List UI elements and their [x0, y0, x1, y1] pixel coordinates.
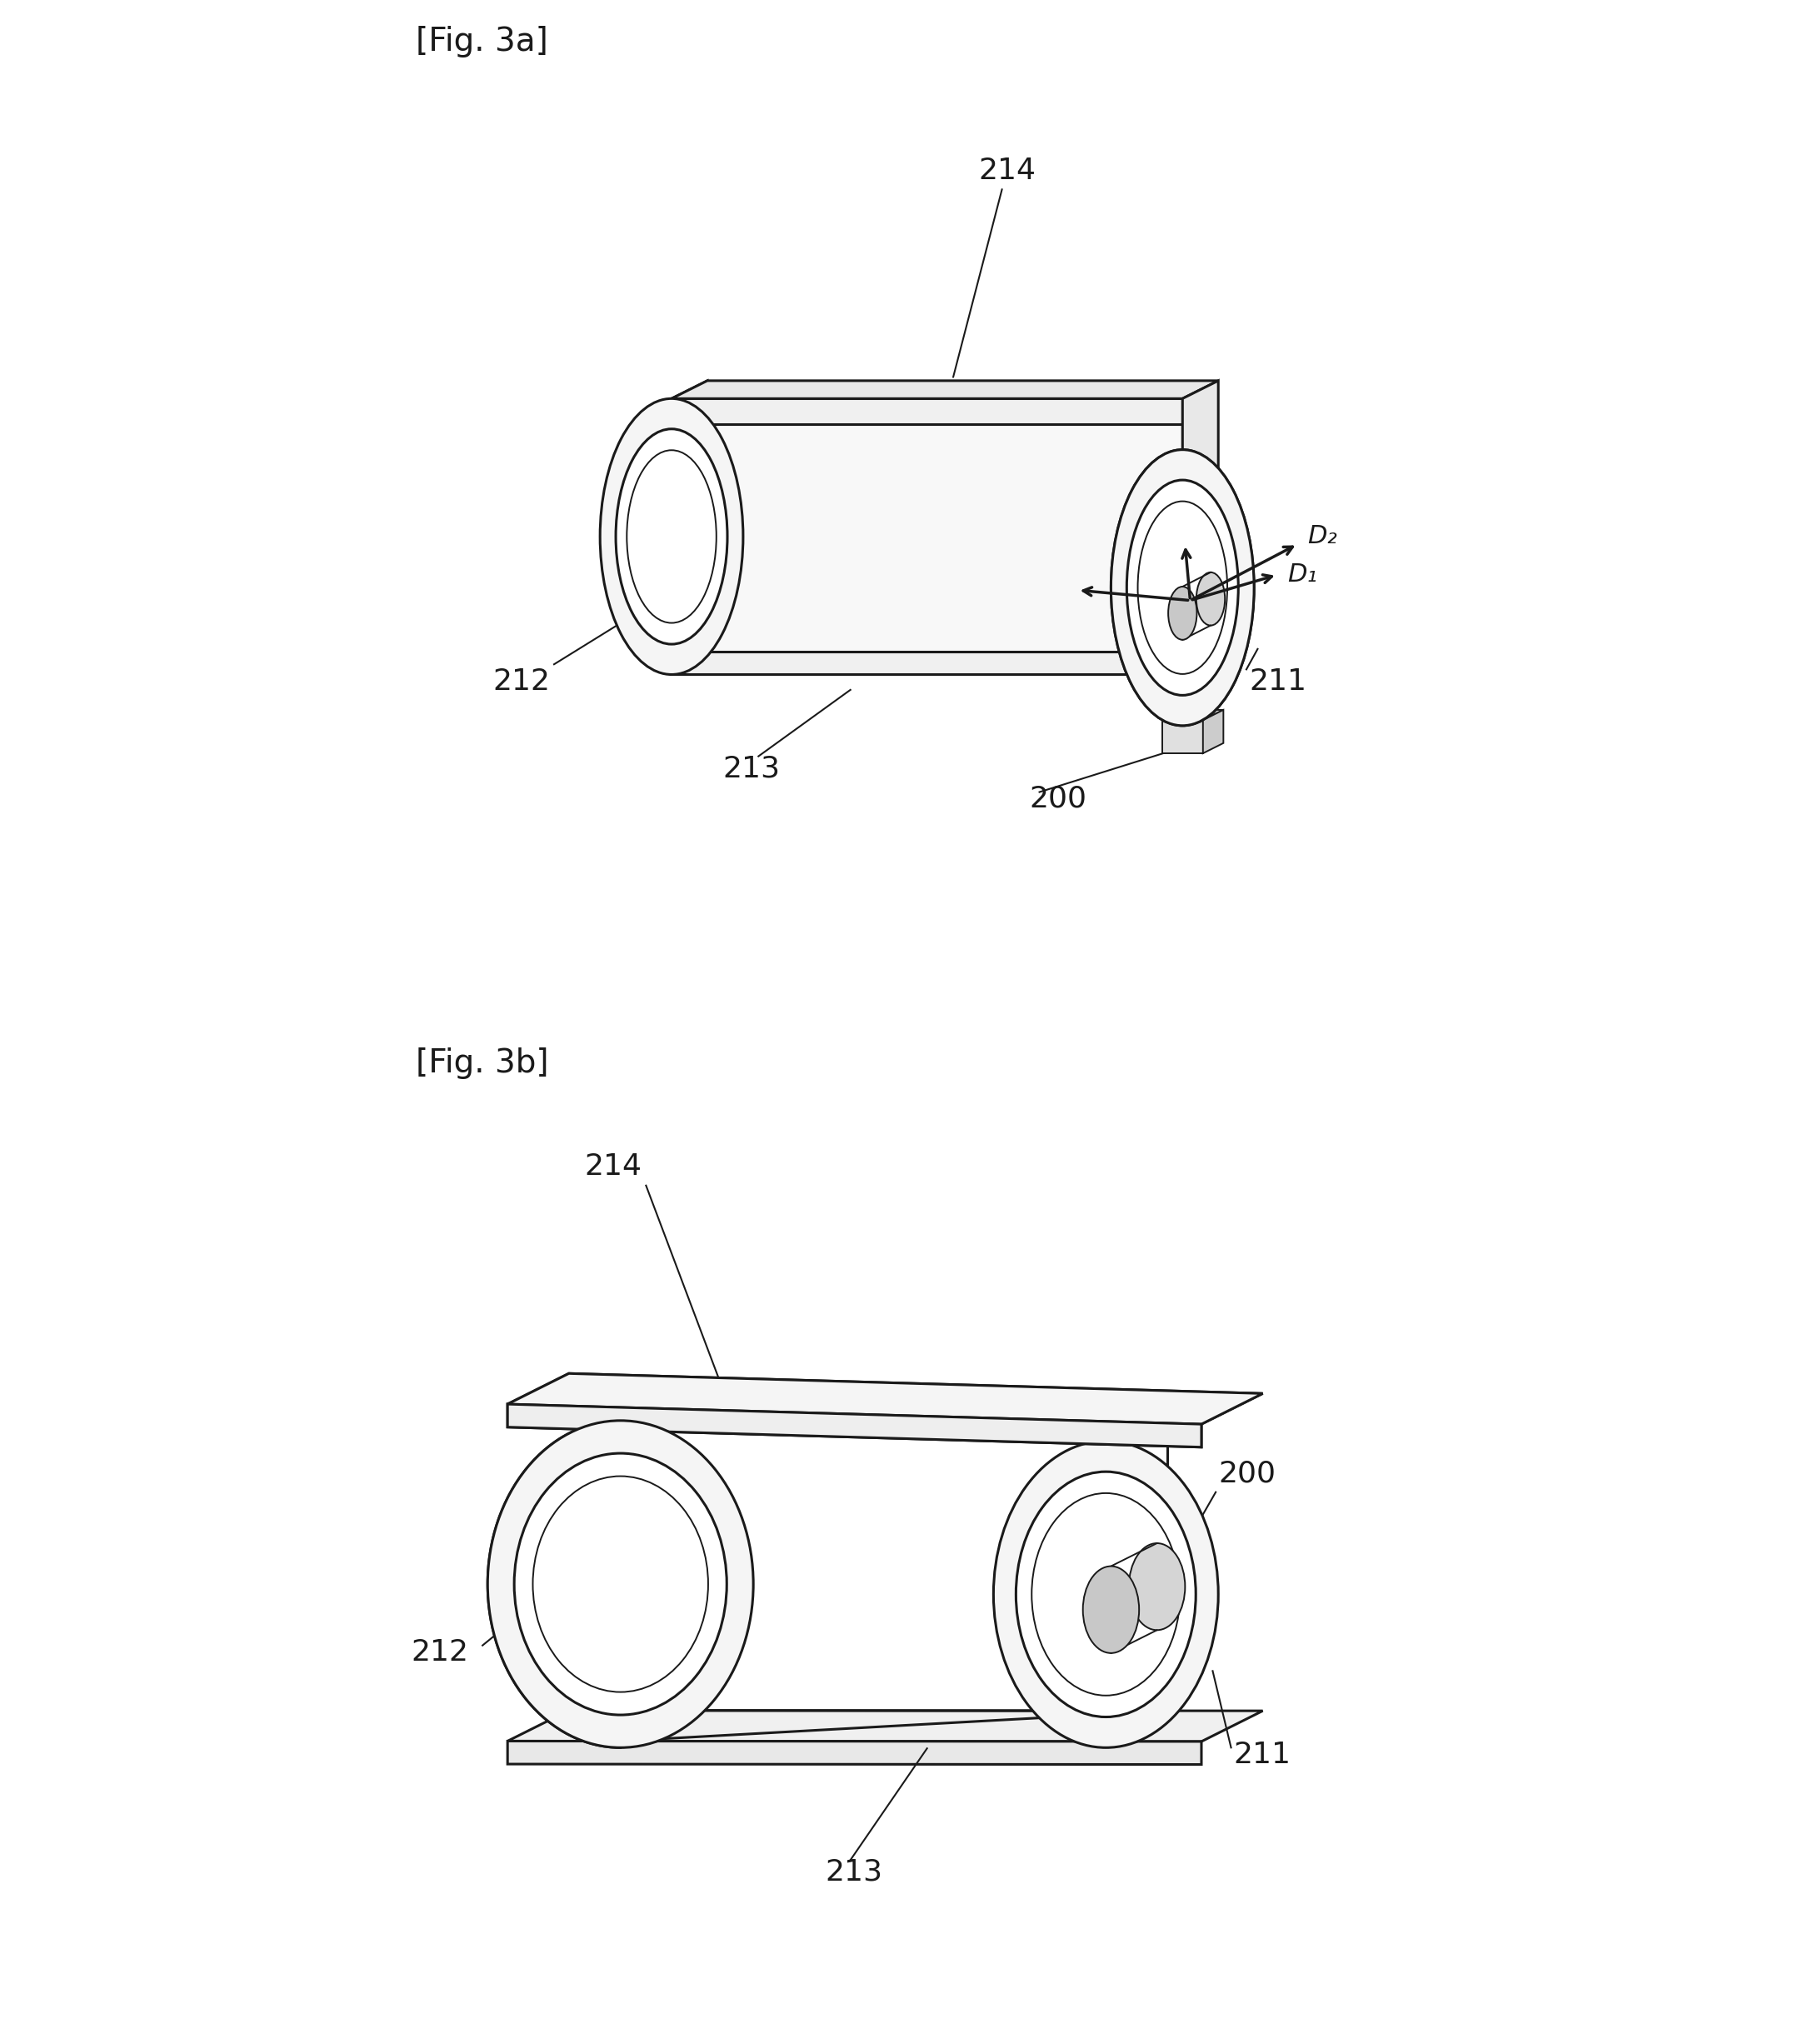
Text: 212: 212 [492, 666, 550, 695]
Polygon shape [1183, 380, 1219, 652]
Ellipse shape [1197, 572, 1224, 625]
Ellipse shape [1111, 450, 1255, 726]
Ellipse shape [534, 1476, 709, 1692]
Text: D₁: D₁ [1287, 562, 1316, 587]
Ellipse shape [600, 399, 743, 675]
Polygon shape [1163, 719, 1203, 754]
Polygon shape [1163, 709, 1224, 719]
Ellipse shape [617, 429, 727, 644]
Text: 214: 214 [954, 155, 1035, 378]
Text: 211: 211 [1233, 1739, 1291, 1768]
Polygon shape [671, 634, 1219, 652]
Polygon shape [508, 1404, 1201, 1447]
Polygon shape [508, 1374, 1262, 1425]
Ellipse shape [1111, 450, 1255, 726]
Polygon shape [508, 1404, 1201, 1447]
Polygon shape [671, 380, 1219, 399]
Ellipse shape [1127, 480, 1239, 695]
Ellipse shape [1168, 587, 1197, 640]
Text: 200: 200 [1030, 785, 1087, 814]
Ellipse shape [1015, 1472, 1195, 1717]
Text: 212: 212 [411, 1637, 469, 1666]
Ellipse shape [1031, 1492, 1181, 1694]
Polygon shape [1203, 709, 1224, 754]
Ellipse shape [1127, 480, 1239, 695]
Text: [Fig. 3a]: [Fig. 3a] [416, 25, 548, 57]
Text: 200: 200 [1219, 1459, 1277, 1488]
Text: [Fig. 3b]: [Fig. 3b] [416, 1047, 550, 1079]
Polygon shape [671, 399, 1183, 425]
Text: D₂: D₂ [1307, 525, 1338, 548]
Polygon shape [508, 1741, 1201, 1764]
Polygon shape [508, 1711, 1262, 1741]
Text: 214: 214 [584, 1153, 642, 1181]
Text: 211: 211 [1249, 666, 1307, 695]
Ellipse shape [993, 1441, 1219, 1748]
Text: 213: 213 [824, 1858, 882, 1887]
Ellipse shape [1129, 1543, 1185, 1631]
Ellipse shape [487, 1421, 754, 1748]
Ellipse shape [1138, 501, 1228, 675]
Ellipse shape [1084, 1566, 1139, 1654]
Polygon shape [671, 380, 707, 652]
Ellipse shape [1138, 501, 1228, 675]
Text: 213: 213 [723, 754, 781, 783]
Polygon shape [671, 407, 1219, 425]
Polygon shape [671, 425, 1183, 652]
Polygon shape [671, 652, 1183, 675]
Polygon shape [508, 1374, 1262, 1425]
Ellipse shape [627, 450, 716, 623]
Ellipse shape [514, 1453, 727, 1715]
